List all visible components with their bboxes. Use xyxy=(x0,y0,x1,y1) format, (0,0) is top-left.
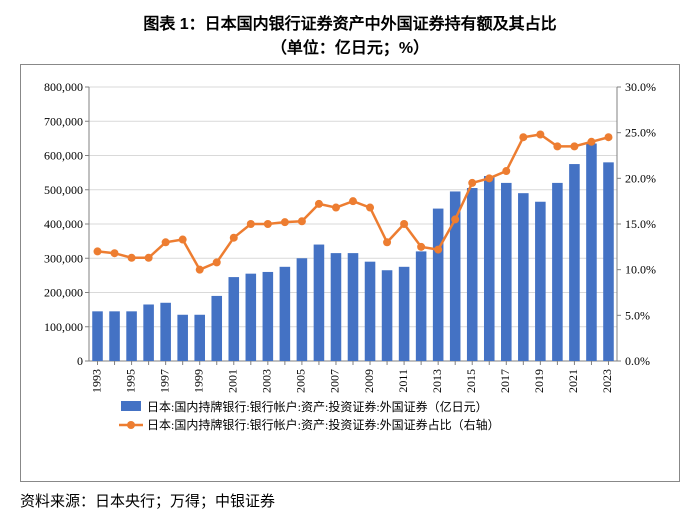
svg-text:300,000: 300,000 xyxy=(44,251,83,265)
svg-text:1999: 1999 xyxy=(191,369,205,393)
title-line-1: 图表 1：日本国内银行证券资产中外国证券持有额及其占比 xyxy=(20,10,680,34)
svg-text:日本:国内持牌银行:银行帐户:资产:投资证券:外国证券（亿日: 日本:国内持牌银行:银行帐户:资产:投资证券:外国证券（亿日元） xyxy=(147,399,488,414)
svg-text:600,000: 600,000 xyxy=(44,149,83,163)
svg-text:200,000: 200,000 xyxy=(44,286,83,300)
svg-text:400,000: 400,000 xyxy=(44,217,83,231)
svg-text:2017: 2017 xyxy=(498,369,512,393)
svg-text:2001: 2001 xyxy=(226,369,240,393)
svg-text:30.0%: 30.0% xyxy=(625,80,656,94)
svg-text:1993: 1993 xyxy=(89,369,103,393)
svg-text:2021: 2021 xyxy=(566,369,580,393)
combo-chart: 0 100,000 200,000 300,000 400,000 500,000 600,… xyxy=(31,77,667,477)
svg-text:500,000: 500,000 xyxy=(44,183,83,197)
svg-text:2005: 2005 xyxy=(294,369,308,393)
svg-text:日本:国内持牌银行:银行帐户:资产:投资证券:外国证券占比（: 日本:国内持牌银行:银行帐户:资产:投资证券:外国证券占比（右轴） xyxy=(147,417,500,432)
svg-text:2023: 2023 xyxy=(600,369,614,393)
svg-text:2011: 2011 xyxy=(396,369,410,393)
svg-text:20.0%: 20.0% xyxy=(625,171,656,185)
chart-container: 0 100,000 200,000 300,000 400,000 500,000 600,… xyxy=(20,64,680,482)
svg-text:100,000: 100,000 xyxy=(44,320,83,334)
svg-text:1995: 1995 xyxy=(123,369,137,393)
svg-text:0: 0 xyxy=(77,354,83,368)
svg-text:2009: 2009 xyxy=(362,369,376,393)
chart-title: 图表 1：日本国内银行证券资产中外国证券持有额及其占比 （单位：亿日元；%） xyxy=(20,10,680,58)
title-line-2: （单位：亿日元；%） xyxy=(20,34,680,58)
svg-text:800,000: 800,000 xyxy=(44,80,83,94)
data-source: 资料来源：日本央行；万得；中银证券 xyxy=(20,490,680,511)
svg-text:2007: 2007 xyxy=(328,369,342,393)
svg-text:10.0%: 10.0% xyxy=(625,263,656,277)
svg-text:700,000: 700,000 xyxy=(44,114,83,128)
svg-text:2003: 2003 xyxy=(260,369,274,393)
svg-text:5.0%: 5.0% xyxy=(625,308,650,322)
svg-text:15.0%: 15.0% xyxy=(625,217,656,231)
svg-text:25.0%: 25.0% xyxy=(625,126,656,140)
svg-text:2015: 2015 xyxy=(464,369,478,393)
svg-text:2019: 2019 xyxy=(532,369,546,393)
svg-text:1997: 1997 xyxy=(157,369,171,393)
svg-text:0.0%: 0.0% xyxy=(625,354,650,368)
svg-text:2013: 2013 xyxy=(430,369,444,393)
